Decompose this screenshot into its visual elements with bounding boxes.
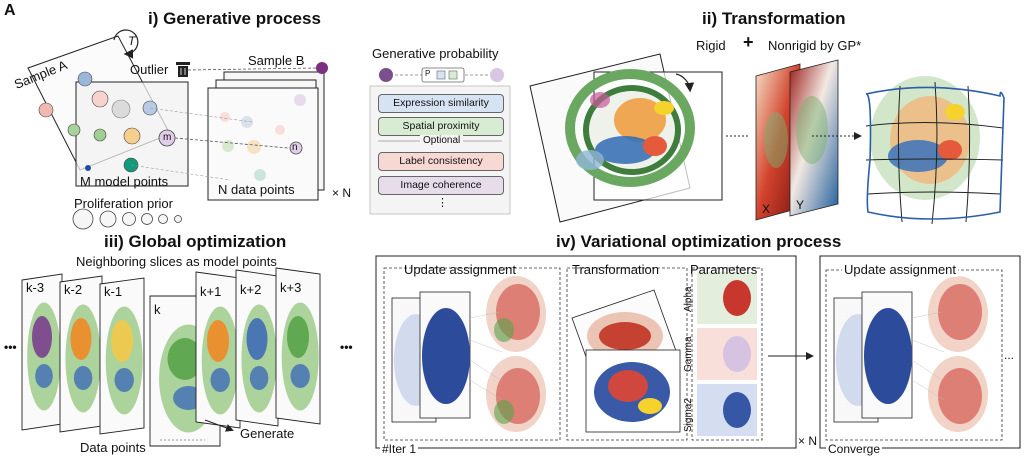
slice-k-1 bbox=[99, 277, 145, 435]
outlier-label: Outlier bbox=[130, 62, 169, 77]
global-subtitle: Neighboring slices as model points bbox=[76, 254, 277, 269]
parameter-swatches bbox=[697, 272, 757, 436]
term-expression-similarity: Expression similarity bbox=[378, 94, 504, 113]
update-assignment-2-label: Update assignment bbox=[842, 262, 959, 277]
slice-k+1 bbox=[195, 271, 241, 429]
transform-symbol: T bbox=[128, 34, 136, 48]
m-n-link bbox=[174, 137, 289, 149]
converge-label: Converge bbox=[826, 442, 883, 456]
slice-k+3 bbox=[275, 267, 321, 425]
link-2 bbox=[130, 164, 231, 181]
parameters-label: Parameters bbox=[690, 262, 758, 277]
term-image-coherence: Image coherence bbox=[378, 176, 504, 195]
slice-k-2 bbox=[59, 275, 103, 433]
sample-b-label: Sample B bbox=[248, 53, 305, 68]
update-assignment-label: Update assignment bbox=[404, 262, 517, 277]
nonrigid-deformed-grid bbox=[865, 76, 1005, 225]
param-sigma2: Sigma2 bbox=[683, 398, 694, 432]
trash-icon bbox=[176, 62, 190, 77]
slice-label-k-2: k-2 bbox=[64, 282, 83, 297]
panel-letter: A bbox=[4, 2, 16, 19]
times-n-label: × N bbox=[332, 186, 352, 200]
plus-sign: + bbox=[743, 32, 754, 52]
param-gamma: Gamma bbox=[683, 336, 694, 372]
nonrigid-label: Nonrigid by GP* bbox=[768, 38, 862, 53]
variational-times-n: × N bbox=[798, 434, 818, 448]
outlier-link bbox=[187, 67, 317, 71]
point-n-label: n bbox=[292, 142, 298, 153]
gp-displacement-maps bbox=[755, 59, 839, 221]
rigid-label: Rigid bbox=[696, 38, 726, 53]
global-title: iii) Global optimization bbox=[104, 232, 287, 251]
proliferation-prior-label: Proliferation prior bbox=[74, 196, 173, 211]
axis-x-label: X bbox=[762, 202, 771, 216]
rigid-tissue-slices bbox=[529, 53, 723, 223]
slice-stack bbox=[21, 267, 321, 447]
slice-label-k+2: k+2 bbox=[240, 282, 262, 297]
rigid-rotation-arrow bbox=[675, 73, 695, 93]
generative-title: i) Generative process bbox=[148, 9, 321, 28]
converge-visual bbox=[833, 276, 988, 432]
transform-arrow bbox=[113, 29, 139, 59]
param-alpha: Alpha bbox=[683, 286, 694, 312]
generate-arrow bbox=[204, 419, 234, 432]
slice-k+2 bbox=[235, 269, 279, 427]
update-assignment-visual bbox=[391, 276, 546, 432]
slice-label-k-3: k-3 bbox=[26, 280, 45, 295]
variational-frame bbox=[375, 255, 1021, 449]
generate-label: Generate bbox=[240, 426, 295, 441]
point-m-label: m bbox=[163, 132, 172, 143]
iter-label: #Iter 1 bbox=[380, 442, 419, 456]
slice-label-k: k bbox=[154, 302, 161, 317]
transformation-title: ii) Transformation bbox=[702, 9, 846, 28]
gen-prob-title: Generative probability bbox=[372, 46, 499, 61]
transformation-label: Transformation bbox=[572, 262, 659, 277]
variational-title: iv) Variational optimization process bbox=[556, 232, 842, 251]
slice-label-k-1: k-1 bbox=[104, 284, 123, 299]
term-spatial-proximity: Spatial proximity bbox=[378, 117, 504, 136]
model-points-plane bbox=[38, 71, 189, 187]
sample-b-planes bbox=[207, 62, 328, 201]
term-label-consistency: Label consistency bbox=[378, 152, 504, 171]
slice-k-3 bbox=[21, 273, 63, 431]
proliferation-prior-circles bbox=[72, 208, 182, 230]
dots-left: ••• bbox=[4, 340, 17, 354]
transformation-visual bbox=[571, 289, 681, 433]
slice-label-k+1: k+1 bbox=[200, 284, 222, 299]
dots-right: ••• bbox=[340, 340, 353, 354]
link-3 bbox=[149, 107, 253, 123]
converge-ellipsis: ... bbox=[1004, 348, 1015, 362]
gen-prob-formula: P bbox=[425, 69, 431, 78]
gen-prob-ellipsis: ⋮ bbox=[437, 197, 448, 209]
axis-y-label: Y bbox=[796, 198, 805, 212]
data-points-label: N data points bbox=[218, 182, 295, 197]
slice-label-k+3: k+3 bbox=[280, 280, 302, 295]
optional-label: Optional bbox=[420, 135, 464, 146]
data-points-bottom-label: Data points bbox=[80, 440, 146, 455]
model-points-label: M model points bbox=[80, 174, 169, 189]
